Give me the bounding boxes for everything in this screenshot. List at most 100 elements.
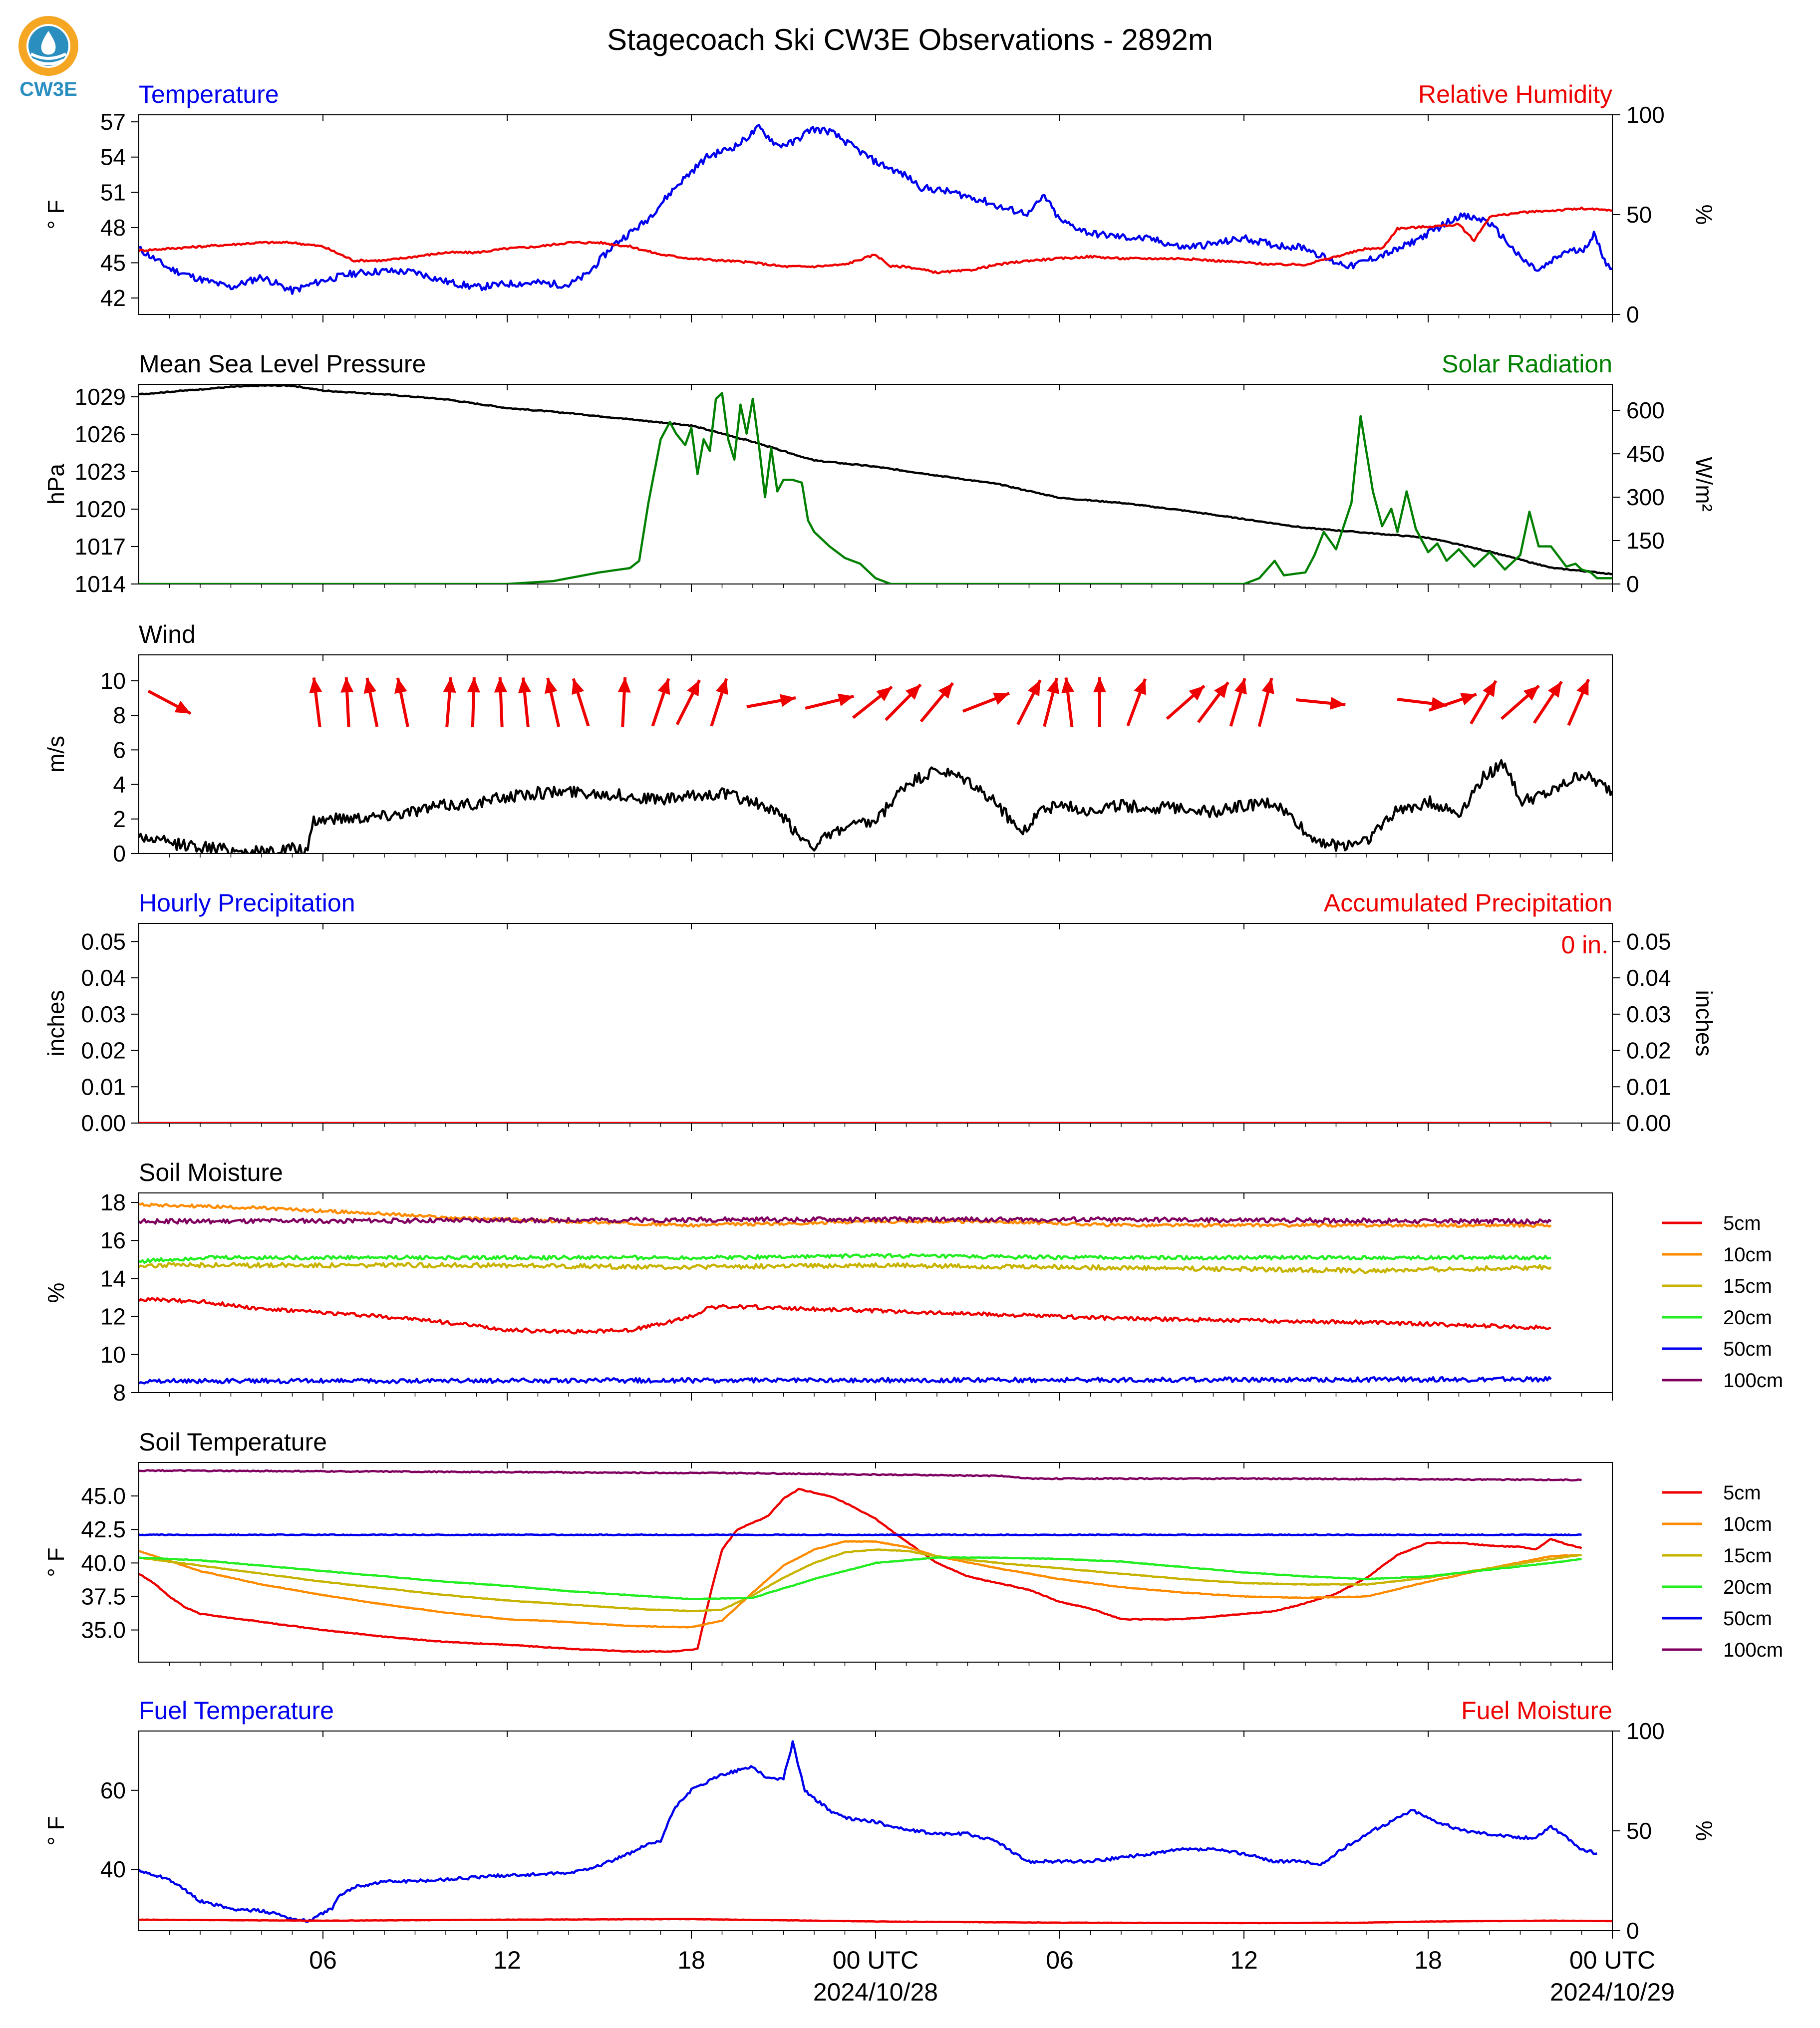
wind-arrow-head [467,677,480,693]
pressure-title-left: Mean Sea Level Pressure [139,350,426,378]
temperature-ytick-label-right: 100 [1626,102,1665,128]
wind-arrow [309,677,322,727]
fuel-title-right: Fuel Moisture [1461,1697,1612,1725]
temperature-ylabel-right: % [1691,205,1717,225]
fuel-ytick-label-right: 0 [1626,1918,1639,1944]
wind-arrow-head [906,684,921,700]
fuel-series-right-line [139,1918,1612,1925]
precipitation-ytick-label-left: 0.01 [81,1074,126,1100]
wind-arrow [1295,697,1346,710]
wind-arrow [885,683,922,721]
fuel-series-group [139,1740,1612,1925]
precipitation-ytick-label-right: 0.00 [1626,1110,1671,1136]
temperature-ytick-label-left: 42 [100,285,126,311]
wind-arrow-head [572,678,585,695]
wind-arrow-head [1046,678,1060,694]
precipitation-ytick-label-left: 0.05 [81,928,126,954]
pressure-ytick-label-right: 600 [1626,397,1665,423]
page-title: Stagecoach Ski CW3E Observations - 2892m [607,23,1213,56]
fuel-ytick-label-right: 100 [1626,1718,1665,1744]
wind-arrow [394,677,409,727]
soil_moisture-series-5cm [139,1297,1551,1335]
soil_moisture-ytick-label-left: 14 [100,1265,126,1291]
panel-soil_moisture: 8 10 12 14 16 18 Soil Moisture% 5cm 10cm 15cm 20cm… [43,1159,1783,1406]
x-tick-label: 06 [1046,1946,1074,1974]
wind-arrow-head [1330,697,1346,710]
pressure-ytick-label-left: 1023 [75,459,126,485]
soil_temperature-legend-label: 5cm [1723,1482,1761,1504]
soil_moisture-legend-entry: 50cm [1662,1338,1772,1360]
soil_temperature-legend-label: 15cm [1723,1545,1772,1567]
precipitation-ytick-label-right: 0.05 [1626,928,1671,954]
wind-arrow-head [657,678,670,695]
cw3e-logo-text: CW3E [19,78,77,100]
fuel-title-left: Fuel Temperature [139,1697,334,1725]
soil_moisture-legend-entry: 5cm [1662,1212,1761,1234]
precipitation-ytick-label-left: 0.04 [81,965,126,991]
fuel-ylabel-left: ° F [43,1816,69,1845]
soil_temperature-legend-entry: 5cm [1662,1482,1761,1504]
wind-ytick-label-left: 4 [113,772,126,798]
soil_temperature-legend-entry: 15cm [1662,1545,1772,1567]
cw3e-drop-logo-icon [18,16,78,76]
soil_temperature-legend-entry: 10cm [1662,1513,1772,1535]
wind-arrow [1229,678,1247,727]
x-tick-date-label: 2024/10/28 [813,1978,938,2006]
wind-arrow-head [1093,677,1106,692]
soil_temperature-series-50cm [139,1533,1582,1537]
pressure-ytick-label-right: 450 [1626,441,1665,467]
wind-arrow [1567,678,1590,726]
soil_temperature-series-20cm [139,1556,1582,1601]
soil_moisture-ytick-label-left: 8 [113,1380,126,1406]
precipitation-title-right: Accumulated Precipitation [1324,889,1612,917]
panel-temperature: 42 45 48 51 54 57 0 50 100 Temperature Relative Hu… [43,80,1717,327]
pressure-ytick-label-right: 0 [1626,571,1639,597]
wind-arrow [805,693,854,710]
wind-arrow-head [993,692,1009,705]
panel-soil_temperature: 35.0 37.5 40.0 42.5 45.0 Soil Temperature ° F 5… [43,1428,1783,1670]
soil_moisture-series-group [139,1202,1552,1385]
soil_moisture-legend-label: 10cm [1723,1244,1772,1266]
x-tick-label: 12 [493,1946,521,1974]
soil_moisture-ylabel-left: % [43,1283,69,1303]
wind-arrow [1501,684,1540,720]
wind-arrow [1093,677,1106,727]
soil_temperature-ytick-label-left: 35.0 [81,1617,126,1643]
pressure-ytick-label-right: 300 [1626,484,1665,510]
wind-arrow [572,678,590,727]
pressure-ytick-label-right: 150 [1626,528,1665,554]
soil_moisture-legend-label: 5cm [1723,1212,1761,1234]
temperature-series-left-line [139,123,1612,295]
wind-arrow [710,678,728,727]
fuel-series-left-line [139,1740,1597,1923]
temperature-ytick-label-right: 50 [1626,202,1652,228]
wind-arrow-head [340,677,354,693]
wind-ytick-label-left: 10 [100,668,126,694]
wind-arrow [852,685,893,719]
wind-arrow [147,689,192,715]
soil_moisture-legend-entry: 15cm [1662,1275,1772,1297]
wind-ytick-label-left: 0 [113,841,126,867]
x-tick-label: 18 [1414,1946,1442,1974]
wind-arrow-head [394,678,407,694]
wind-ylabel-left: m/s [43,736,69,773]
panel-fuel: 40 60 0 50 100 Fuel Temperature Fuel Moisture °… [43,1697,1717,2006]
soil_moisture-ytick-label-left: 12 [100,1304,126,1330]
wind-arrow-head [174,700,191,714]
soil_moisture-legend-label: 15cm [1723,1275,1772,1297]
soil_moisture-series-20cm [139,1252,1551,1264]
soil_temperature-series-5cm [139,1487,1582,1653]
soil_temperature-ytick-label-left: 42.5 [81,1516,126,1542]
x-tick-label: 00 UTC [1569,1946,1655,1974]
pressure-series-right-line [139,392,1612,584]
soil_temperature-ytick-label-left: 45.0 [81,1483,126,1509]
pressure-ylabel-left: hPa [43,464,69,505]
pressure-ytick-label-left: 1029 [75,384,126,410]
wind-arrow [1470,680,1498,725]
precipitation-annotation: 0 in. [1561,931,1608,959]
temperature-ytick-label-left: 54 [100,144,126,170]
pressure-ytick-label-left: 1014 [75,571,126,597]
temperature-ytick-label-left: 48 [100,215,126,241]
temperature-title-left: Temperature [139,80,279,108]
